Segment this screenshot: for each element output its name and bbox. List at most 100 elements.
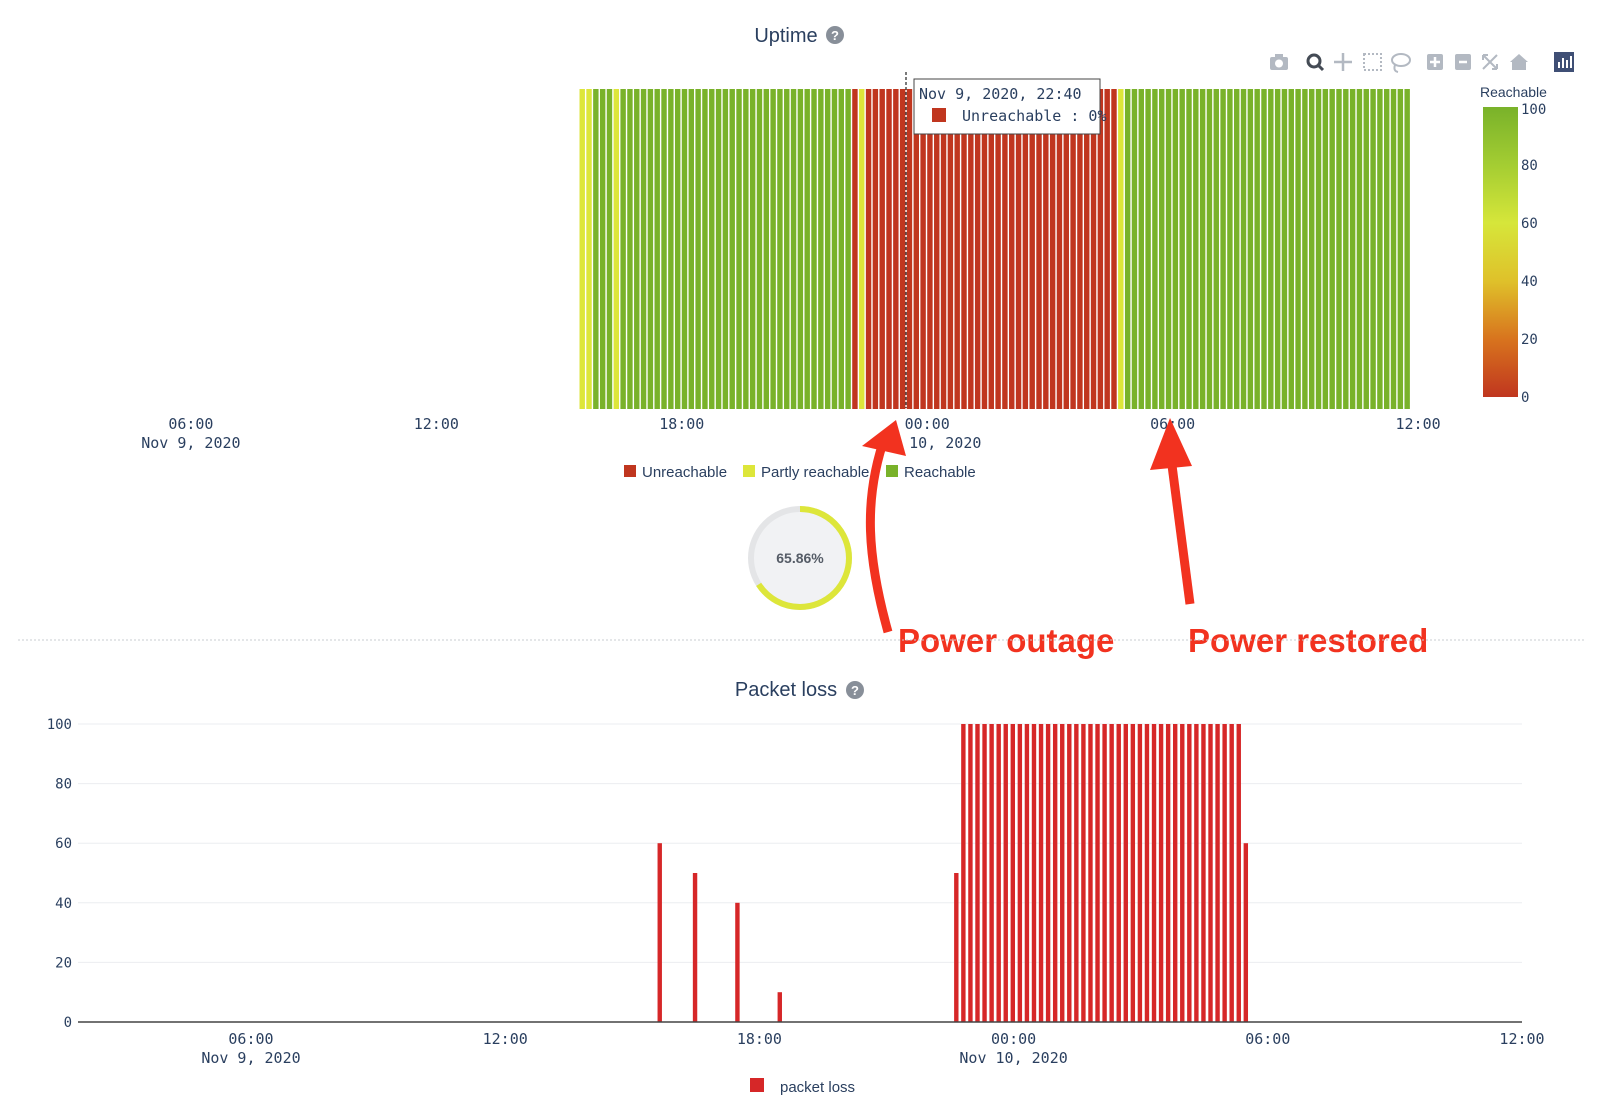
uptime-cell	[1240, 89, 1247, 409]
packet-loss-help-icon[interactable]: ?	[846, 681, 864, 699]
box-select-icon[interactable]	[1363, 53, 1382, 71]
uptime-cell	[1281, 89, 1288, 409]
uptime-cell	[927, 89, 933, 409]
packet-loss-bars[interactable]	[657, 724, 1249, 1022]
outage-arrow	[865, 432, 893, 634]
uptime-cell	[1370, 89, 1376, 409]
uptime-cell	[920, 89, 926, 409]
camera-icon[interactable]	[1270, 54, 1288, 70]
zoom-icon[interactable]	[1306, 53, 1325, 72]
legend-swatch-packet-loss	[750, 1078, 764, 1092]
packet-loss-bar	[1017, 724, 1023, 1022]
uptime-cell	[1165, 89, 1172, 409]
uptime-cell	[1213, 89, 1219, 409]
tooltip-date: Nov 9, 2020, 22:40	[919, 85, 1082, 103]
uptime-cell	[1186, 89, 1192, 409]
legend-item-unreachable[interactable]: Unreachable	[624, 464, 727, 481]
restored-arrow	[1165, 449, 1195, 605]
uptime-cell	[1377, 89, 1383, 409]
uptime-cell	[715, 89, 722, 409]
packet-loss-bar	[1187, 724, 1192, 1022]
uptime-cell	[1363, 89, 1369, 409]
colorbar-tick-label: 20	[1521, 332, 1538, 348]
uptime-cell	[1118, 89, 1124, 409]
uptime-x-tick-label: 12:00	[1396, 415, 1441, 433]
packet-loss-bar	[1229, 724, 1234, 1022]
svg-text:Unreachable: Unreachable	[642, 464, 727, 481]
uptime-cell	[797, 89, 804, 409]
uptime-cell	[1111, 89, 1117, 409]
pan-icon[interactable]	[1334, 53, 1352, 71]
uptime-cell	[1029, 89, 1035, 409]
uptime-cell	[668, 89, 674, 409]
uptime-cell	[1234, 89, 1240, 409]
legend-item-reachable[interactable]: Reachable	[886, 464, 976, 481]
packet-loss-bar	[657, 843, 662, 1022]
uptime-cell	[777, 89, 783, 409]
packet-loss-bar	[1243, 843, 1249, 1022]
uptime-cell	[606, 89, 613, 409]
uptime-x-date-label: Nov 9, 2020	[141, 434, 240, 452]
uptime-cell	[865, 89, 872, 409]
y-tick-label: 60	[55, 836, 72, 852]
uptime-cell	[729, 89, 735, 409]
legend-item-partly-reachable[interactable]: Partly reachable	[743, 464, 869, 481]
packet-loss-bar	[1130, 724, 1136, 1022]
packet-loss-bar	[975, 724, 980, 1022]
uptime-legend: Unreachable Partly reachable Reachable	[624, 464, 976, 481]
uptime-x-tick-label: 00:00	[905, 415, 950, 433]
packet-loss-bar	[1024, 724, 1030, 1022]
uptime-cell	[831, 89, 838, 409]
uptime-cell	[784, 89, 790, 409]
tooltip-value: Unreachable : 0%	[962, 107, 1107, 125]
packet-loss-bar	[954, 873, 959, 1022]
hover-tooltip: Nov 9, 2020, 22:40 Unreachable : 0%	[913, 78, 1107, 135]
uptime-heatmap[interactable]	[579, 89, 1410, 409]
packet-loss-legend[interactable]: packet loss	[750, 1078, 855, 1096]
packet-loss-bar	[1208, 724, 1213, 1022]
autoscale-icon[interactable]	[1482, 54, 1498, 70]
uptime-cell	[872, 89, 879, 409]
uptime-cell	[1329, 89, 1335, 409]
uptime-cell	[961, 89, 967, 409]
uptime-cell	[995, 89, 1001, 409]
uptime-cell	[1172, 89, 1179, 409]
packet-loss-bar	[1215, 724, 1220, 1022]
uptime-cell	[1124, 89, 1131, 409]
uptime-cell	[1084, 89, 1090, 409]
uptime-cell	[1227, 89, 1233, 409]
lasso-select-icon[interactable]	[1391, 53, 1411, 73]
uptime-cell	[1179, 89, 1185, 409]
packet-loss-bar	[1201, 724, 1206, 1022]
uptime-cell	[1131, 89, 1138, 409]
packet-loss-x-tick-label: 00:00	[991, 1030, 1036, 1048]
uptime-cell	[1315, 89, 1322, 409]
uptime-cell	[722, 89, 729, 409]
packet-loss-bar	[968, 724, 973, 1022]
uptime-cell	[886, 89, 892, 409]
uptime-cell	[1049, 89, 1056, 409]
uptime-cell	[913, 89, 919, 409]
zoom-out-icon[interactable]	[1455, 54, 1471, 70]
uptime-cell	[1274, 89, 1281, 409]
y-tick-label: 80	[55, 777, 72, 793]
uptime-cell	[859, 89, 865, 409]
packet-loss-bar	[1031, 724, 1037, 1022]
uptime-cell	[736, 89, 742, 409]
uptime-cell	[1193, 89, 1199, 409]
modebar	[1270, 52, 1574, 73]
uptime-cell	[1254, 89, 1260, 409]
uptime-cell	[852, 89, 858, 409]
packet-loss-bar	[735, 902, 740, 1022]
uptime-cell	[1077, 89, 1083, 409]
reset-axes-icon[interactable]	[1510, 54, 1528, 70]
uptime-cell	[1384, 89, 1390, 409]
uptime-cell	[934, 89, 940, 409]
plotly-logo-icon[interactable]	[1554, 52, 1574, 72]
uptime-help-icon[interactable]: ?	[826, 26, 844, 44]
uptime-cell	[1022, 89, 1029, 409]
uptime-cell	[1056, 89, 1063, 409]
zoom-in-icon[interactable]	[1427, 54, 1443, 70]
